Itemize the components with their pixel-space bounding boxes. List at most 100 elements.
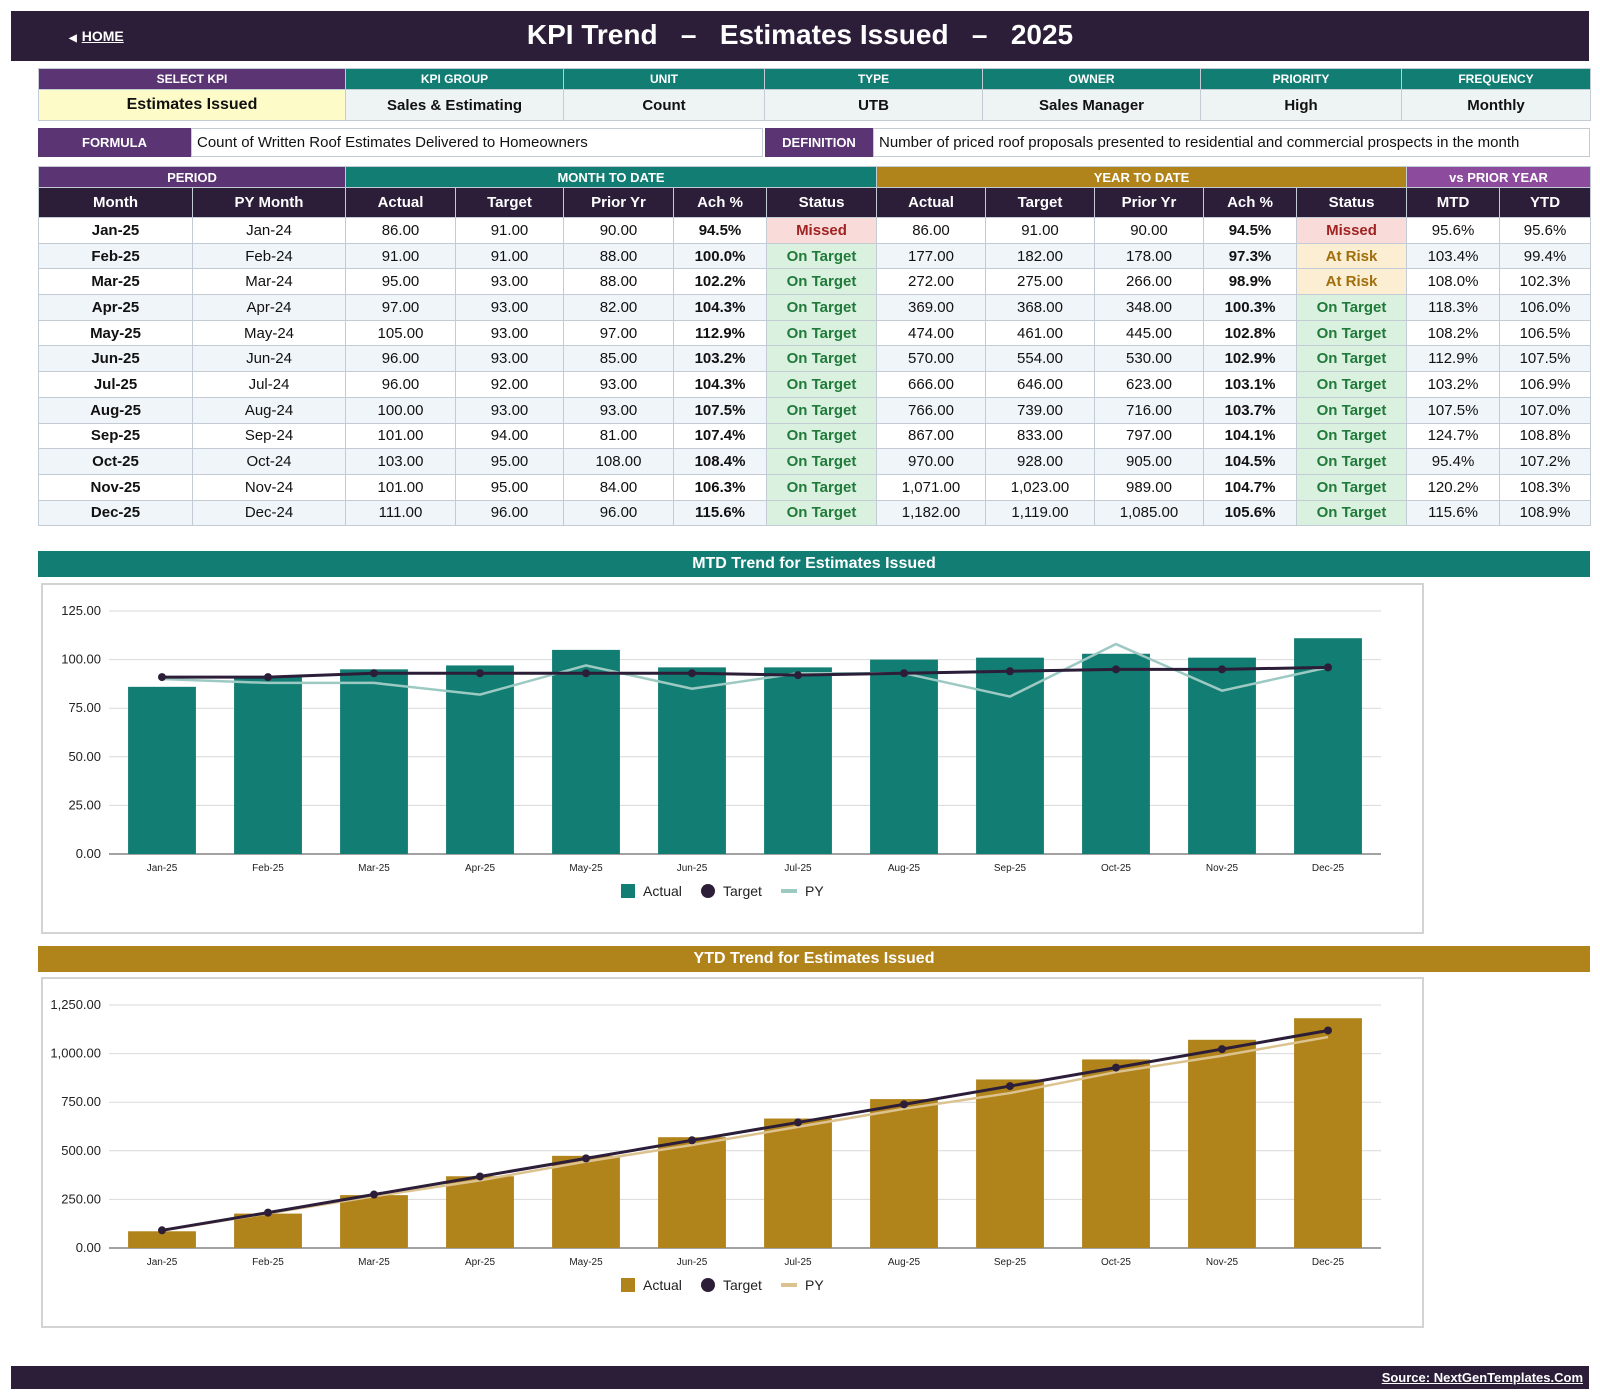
- table-row: Aug-25 Aug-24 100.00 93.00 93.00 107.5% On Tar…: [38, 396, 1592, 424]
- mtd-status-cell: On Target: [766, 319, 877, 347]
- mtd-group-header: MONTH TO DATE: [345, 166, 877, 188]
- ytd-status-cell: On Target: [1295, 473, 1408, 501]
- mtd-status-cell: On Target: [766, 268, 877, 296]
- actual-bar: [234, 677, 302, 854]
- y-tick-label: 750.00: [61, 1094, 101, 1109]
- target-point: [370, 1190, 378, 1199]
- ytd-target-cell: 91.00: [985, 217, 1095, 244]
- mtd-actual-cell: 95.00: [345, 268, 456, 296]
- vs-py-mtd-cell: 103.2%: [1406, 371, 1501, 398]
- py-month-cell: May-24: [192, 319, 346, 347]
- legend-actual-label: Actual: [643, 1277, 682, 1293]
- col-header-ytd-actual: Actual: [876, 187, 986, 218]
- vs-py-mtd-cell: 108.0%: [1406, 268, 1501, 296]
- mtd-status-cell: On Target: [766, 448, 877, 475]
- col-header-py-month: PY Month: [192, 187, 346, 218]
- x-tick-label: Aug-25: [888, 863, 921, 874]
- x-tick-label: Dec-25: [1312, 863, 1345, 874]
- x-tick-label: Nov-25: [1206, 863, 1239, 874]
- mtd-status-cell: On Target: [766, 396, 877, 424]
- legend-actual-label: Actual: [643, 883, 682, 899]
- ytd-target-cell: 554.00: [985, 345, 1095, 373]
- vs-py-ytd-cell: 106.9%: [1499, 371, 1592, 398]
- mtd-target-cell: 95.00: [455, 448, 564, 475]
- actual-bar: [552, 1155, 620, 1248]
- back-triangle-icon: ◀: [69, 33, 77, 44]
- mtd-actual-cell: 86.00: [345, 217, 456, 244]
- legend-actual-swatch: [621, 1278, 635, 1292]
- col-header-mtd-status: Status: [766, 187, 877, 218]
- ytd-status-cell: On Target: [1295, 345, 1408, 373]
- mtd-target-cell: 91.00: [455, 242, 564, 270]
- y-tick-label: 1,250.00: [50, 997, 101, 1012]
- x-tick-label: Oct-25: [1101, 1257, 1131, 1268]
- mtd-status-cell: On Target: [766, 242, 877, 270]
- mtd-ach-cell: 107.4%: [673, 422, 767, 450]
- actual-bar: [128, 686, 196, 854]
- table-row: Oct-25 Oct-24 103.00 95.00 108.00 108.4% On Ta…: [38, 448, 1592, 475]
- ytd-target-cell: 461.00: [985, 319, 1095, 347]
- vs-py-mtd-cell: 107.5%: [1406, 396, 1501, 424]
- month-cell: Apr-25: [38, 294, 193, 321]
- y-tick-label: 100.00: [61, 652, 101, 667]
- py-line: [161, 1035, 1329, 1232]
- ytd-actual-cell: 1,182.00: [876, 499, 986, 527]
- ytd-status-cell: On Target: [1295, 319, 1408, 347]
- ytd-status-cell: Missed: [1295, 217, 1408, 244]
- vs-py-mtd-cell: 115.6%: [1406, 499, 1501, 527]
- month-cell: Jun-25: [38, 345, 193, 373]
- home-link[interactable]: ◀ HOME: [69, 28, 124, 44]
- ytd-prior-yr-cell: 623.00: [1094, 371, 1204, 398]
- ytd-target-cell: 275.00: [985, 268, 1095, 296]
- ytd-actual-cell: 369.00: [876, 294, 986, 321]
- target-point: [794, 671, 802, 680]
- vs-py-ytd-cell: 102.3%: [1499, 268, 1592, 296]
- ytd-actual-cell: 86.00: [876, 217, 986, 244]
- mtd-target-cell: 93.00: [455, 294, 564, 321]
- vs-prior-year-group-header: vs PRIOR YEAR: [1406, 166, 1592, 188]
- kpi-group-header: KPI GROUP: [345, 68, 564, 90]
- mtd-target-cell: 95.00: [455, 473, 564, 501]
- ytd-ach-cell: 103.7%: [1203, 396, 1297, 424]
- ytd-ach-cell: 97.3%: [1203, 242, 1297, 270]
- ytd-target-cell: 368.00: [985, 294, 1095, 321]
- mtd-prior-yr-cell: 93.00: [563, 371, 674, 398]
- month-cell: Oct-25: [38, 448, 193, 475]
- table-row: Apr-25 Apr-24 97.00 93.00 82.00 104.3% On Targ…: [38, 294, 1592, 321]
- py-month-cell: Jul-24: [192, 371, 346, 398]
- x-tick-label: Apr-25: [465, 1257, 495, 1268]
- ytd-ach-cell: 100.3%: [1203, 294, 1297, 321]
- actual-bar: [552, 649, 620, 854]
- mtd-status-cell: On Target: [766, 294, 877, 321]
- target-point: [1112, 665, 1120, 674]
- mtd-prior-yr-cell: 97.00: [563, 319, 674, 347]
- mtd-ach-cell: 103.2%: [673, 345, 767, 373]
- col-header-ytd-target: Target: [985, 187, 1095, 218]
- type-value: UTB: [764, 89, 983, 121]
- mtd-target-cell: 93.00: [455, 319, 564, 347]
- unit-value: Count: [563, 89, 765, 121]
- col-header-ytd-ach: Ach %: [1203, 187, 1297, 218]
- y-tick-label: 50.00: [68, 749, 101, 764]
- y-tick-label: 250.00: [61, 1191, 101, 1206]
- ytd-actual-cell: 970.00: [876, 448, 986, 475]
- vs-py-ytd-cell: 99.4%: [1499, 242, 1592, 270]
- ytd-target-cell: 646.00: [985, 371, 1095, 398]
- kpi-info-table: SELECT KPI KPI GROUP UNIT TYPE OWNER PRI…: [38, 68, 1591, 121]
- vs-py-ytd-cell: 108.9%: [1499, 499, 1592, 527]
- mtd-prior-yr-cell: 85.00: [563, 345, 674, 373]
- py-month-cell: Jan-24: [192, 217, 346, 244]
- x-tick-label: Jan-25: [147, 863, 178, 874]
- mtd-prior-yr-cell: 88.00: [563, 242, 674, 270]
- source-link[interactable]: Source: NextGenTemplates.Com: [1381, 1370, 1583, 1385]
- x-tick-label: Feb-25: [252, 863, 284, 874]
- legend-target-label: Target: [723, 883, 762, 899]
- y-tick-label: 125.00: [61, 603, 101, 618]
- ytd-ach-cell: 98.9%: [1203, 268, 1297, 296]
- ytd-group-header: YEAR TO DATE: [875, 166, 1408, 188]
- mtd-actual-cell: 101.00: [345, 422, 456, 450]
- select-kpi-dropdown[interactable]: Estimates Issued: [38, 89, 346, 121]
- actual-bar: [976, 1079, 1044, 1248]
- ytd-chart-frame: 0.00 250.00 500.00 750.00 1,000.00 1,250.00 Ja…: [41, 977, 1424, 1328]
- month-cell: Jul-25: [38, 371, 193, 398]
